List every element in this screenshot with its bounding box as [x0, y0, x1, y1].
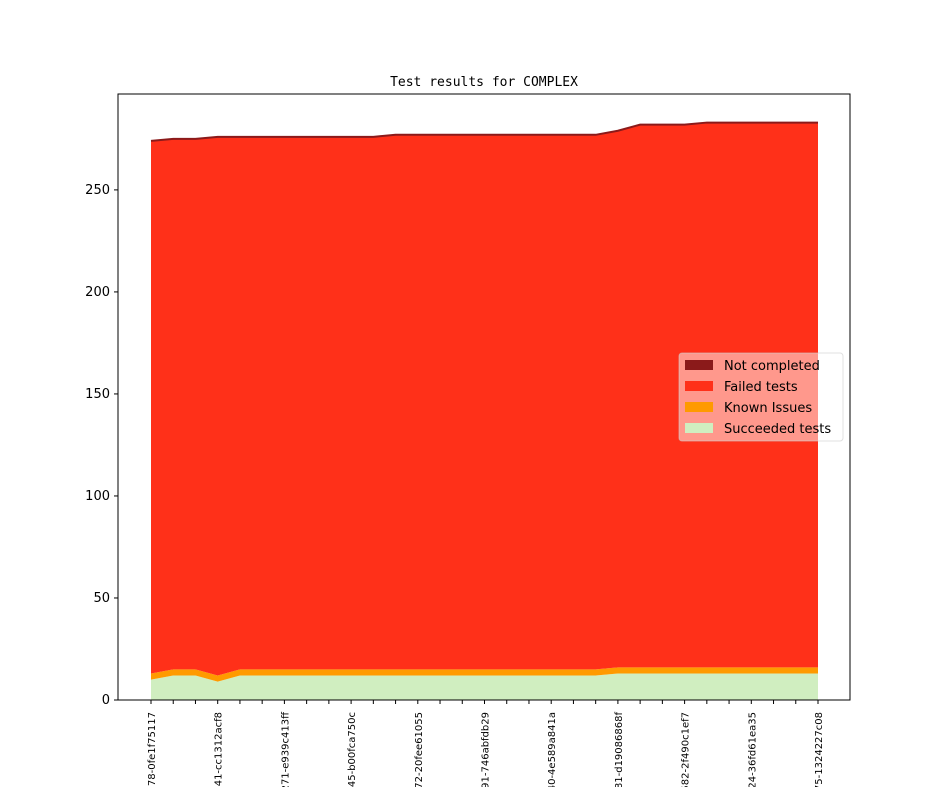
- legend-swatch: [685, 381, 713, 391]
- area-succeeded-tests: [151, 673, 818, 700]
- x-tick-label: 72-20fee61055: [414, 712, 425, 787]
- x-tick-label: 271-e939c413ff: [280, 711, 291, 787]
- x-tick-label: 75-1324227c08: [814, 712, 825, 787]
- y-tick-label: 100: [85, 489, 110, 504]
- x-tick-label: 582-2f490c1ef7: [681, 712, 692, 787]
- area-not-completed: [150, 121, 818, 142]
- x-tick-label: 241-cc1312acf8: [214, 712, 225, 787]
- legend-box: [678, 352, 844, 442]
- y-tick-label: 50: [93, 591, 110, 606]
- y-tick-label: 0: [102, 693, 110, 708]
- x-tick-label: 81-d19086868f: [614, 712, 625, 787]
- area-failed-tests: [151, 122, 818, 676]
- legend-label: Succeeded tests: [724, 422, 831, 437]
- legend-swatch: [685, 360, 713, 370]
- legend-label: Known Issues: [724, 401, 812, 416]
- legend: Not completed Failed tests Known Issues Suc…: [678, 352, 844, 442]
- legend-swatch: [685, 423, 713, 433]
- legend-label: Failed tests: [724, 380, 798, 395]
- area-known-issues: [151, 667, 818, 682]
- x-tick-label: 40-4e589a841a: [547, 712, 558, 787]
- y-tick-label: 250: [85, 183, 110, 198]
- y-tick-label: 200: [85, 285, 110, 300]
- legend-label: Not completed: [724, 359, 820, 374]
- x-tick-label: 24-36fd61ea35: [747, 712, 758, 787]
- x-tick-label: 91-746abfdb29: [481, 712, 492, 787]
- y-tick-label: 150: [85, 387, 110, 402]
- legend-swatch: [685, 402, 713, 412]
- x-tick-label: 45-b00fca750c: [347, 712, 358, 787]
- x-tick-label: 178-0fe1f75117: [147, 712, 158, 787]
- chart-title: Test results for COMPLEX: [390, 75, 578, 90]
